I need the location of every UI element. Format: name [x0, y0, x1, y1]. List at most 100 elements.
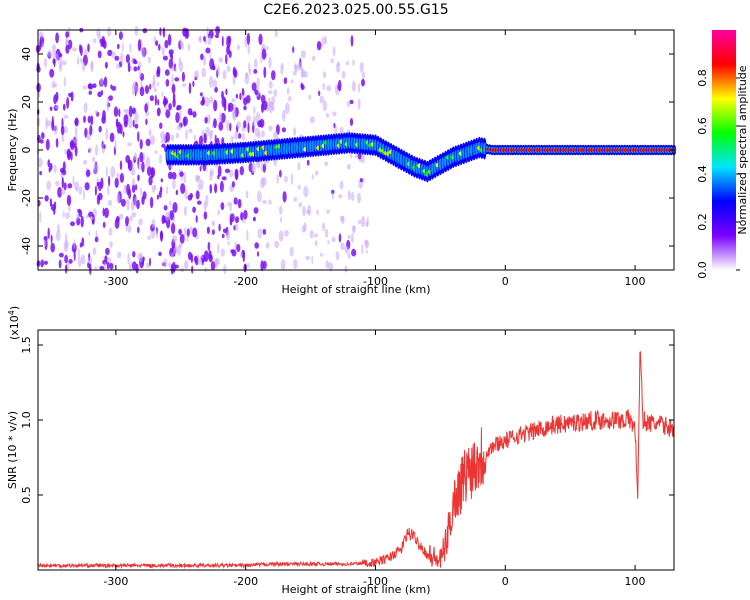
- heatmap-cell: [77, 248, 80, 259]
- heatmap-cell: [169, 200, 172, 206]
- heatmap-cell: [214, 134, 217, 146]
- heatmap-cell: [320, 252, 323, 257]
- heatmap-cell: [115, 216, 120, 223]
- heatmap-cell: [322, 83, 326, 91]
- heatmap-cell: [94, 236, 99, 243]
- heatmap-cell: [251, 162, 256, 174]
- heatmap-cell: [129, 43, 132, 53]
- heatmap-cell: [231, 98, 236, 103]
- heatmap-cell: [207, 35, 212, 46]
- heatmap-cell: [204, 96, 210, 107]
- x-tick-label: -200: [233, 575, 258, 588]
- heatmap-cell: [231, 108, 237, 120]
- heatmap-cell: [221, 35, 224, 47]
- heatmap-cell: [220, 112, 226, 123]
- heatmap-cell: [132, 119, 135, 128]
- heatmap-cell: [110, 84, 113, 90]
- heatmap-cell: [156, 194, 159, 200]
- heatmap-cell: [273, 89, 278, 98]
- heatmap-cell: [151, 81, 156, 89]
- heatmap-cell: [181, 71, 185, 82]
- heatmap-cell: [197, 182, 201, 190]
- heatmap-cell: [258, 33, 263, 46]
- heatmap-cell: [88, 231, 91, 236]
- heatmap-cell: [131, 212, 137, 218]
- heatmap-cell: [180, 183, 186, 194]
- heatmap-cell: [263, 66, 267, 79]
- heatmap-x-ticks: -300 -200 -100 0 100: [103, 30, 646, 288]
- heatmap-cell: [278, 230, 284, 242]
- heatmap-cell: [178, 243, 183, 249]
- heatmap-cell: [155, 230, 159, 239]
- heatmap-cell: [246, 229, 249, 242]
- heatmap-cell: [164, 39, 169, 49]
- heatmap-cell: [321, 37, 324, 48]
- heatmap-cell: [208, 250, 212, 260]
- heatmap-cell: [241, 88, 245, 96]
- heatmap-cell: [116, 172, 120, 178]
- heatmap-cell: [104, 207, 109, 218]
- heatmap-cell: [339, 180, 344, 190]
- heatmap-cell: [229, 122, 232, 132]
- heatmap-cell: [175, 189, 179, 196]
- heatmap-cell: [233, 131, 239, 140]
- colorbar-ticks: 0.0 0.2 0.4 0.6 0.8: [696, 69, 740, 279]
- heatmap-cell: [227, 241, 230, 246]
- heatmap-cell: [86, 169, 91, 177]
- heatmap-cell: [197, 258, 202, 266]
- heatmap-cell: [67, 183, 73, 189]
- heatmap-cell: [104, 61, 108, 69]
- heatmap-cell: [44, 57, 47, 68]
- heatmap-cell: [157, 99, 160, 106]
- heatmap-cell: [126, 183, 131, 196]
- heatmap-cell: [60, 189, 66, 195]
- heatmap-cell: [45, 138, 50, 151]
- heatmap-cell: [260, 102, 265, 114]
- heatmap-cell: [58, 259, 62, 269]
- heatmap-cell: [187, 108, 193, 116]
- heatmap-cell: [331, 236, 336, 243]
- heatmap-cell: [49, 106, 53, 111]
- heatmap-cell: [92, 156, 96, 163]
- heatmap-cell: [237, 198, 242, 209]
- heatmap-cell: [220, 202, 225, 211]
- heatmap-cell: [70, 221, 75, 227]
- heatmap-cell: [139, 187, 143, 197]
- heatmap-cell: [98, 125, 102, 133]
- heatmap-cell: [154, 150, 158, 155]
- heatmap-cell: [316, 41, 322, 51]
- heatmap-cell: [63, 114, 69, 119]
- heatmap-cell: [108, 227, 113, 236]
- heatmap-cell: [311, 255, 314, 265]
- heatmap-cell: [137, 226, 140, 234]
- heatmap-cell: [205, 47, 211, 54]
- heatmap-cell: [165, 79, 170, 87]
- heatmap-cell: [99, 265, 105, 271]
- heatmap-cell: [325, 112, 330, 118]
- heatmap-cell: [95, 230, 98, 239]
- colorbar-gradient: [712, 30, 736, 270]
- heatmap-cell: [87, 83, 92, 89]
- heatmap-cell: [193, 255, 198, 263]
- heatmap-cell: [43, 260, 49, 265]
- heatmap-cell: [351, 232, 354, 244]
- heatmap-cell: [233, 197, 238, 205]
- heatmap-cell: [300, 82, 304, 89]
- heatmap-cell: [254, 127, 260, 137]
- heatmap-cell: [147, 235, 152, 241]
- heatmap-cell: [303, 222, 307, 232]
- heatmap-cell: [83, 115, 86, 124]
- heatmap-cell: [284, 102, 290, 115]
- heatmap-cell: [243, 120, 247, 129]
- heatmap-cell: [253, 207, 259, 214]
- heatmap-cell: [102, 221, 106, 228]
- heatmap-cell: [139, 253, 143, 263]
- heatmap-cell: [273, 130, 278, 141]
- heatmap-cell: [149, 83, 152, 90]
- heatmap-cell: [161, 143, 166, 148]
- heatmap-cell: [125, 54, 130, 63]
- heatmap-cell: [64, 264, 68, 274]
- heatmap-cell: [86, 214, 89, 219]
- heatmap-cell: [184, 260, 189, 270]
- heatmap-cell: [326, 209, 330, 215]
